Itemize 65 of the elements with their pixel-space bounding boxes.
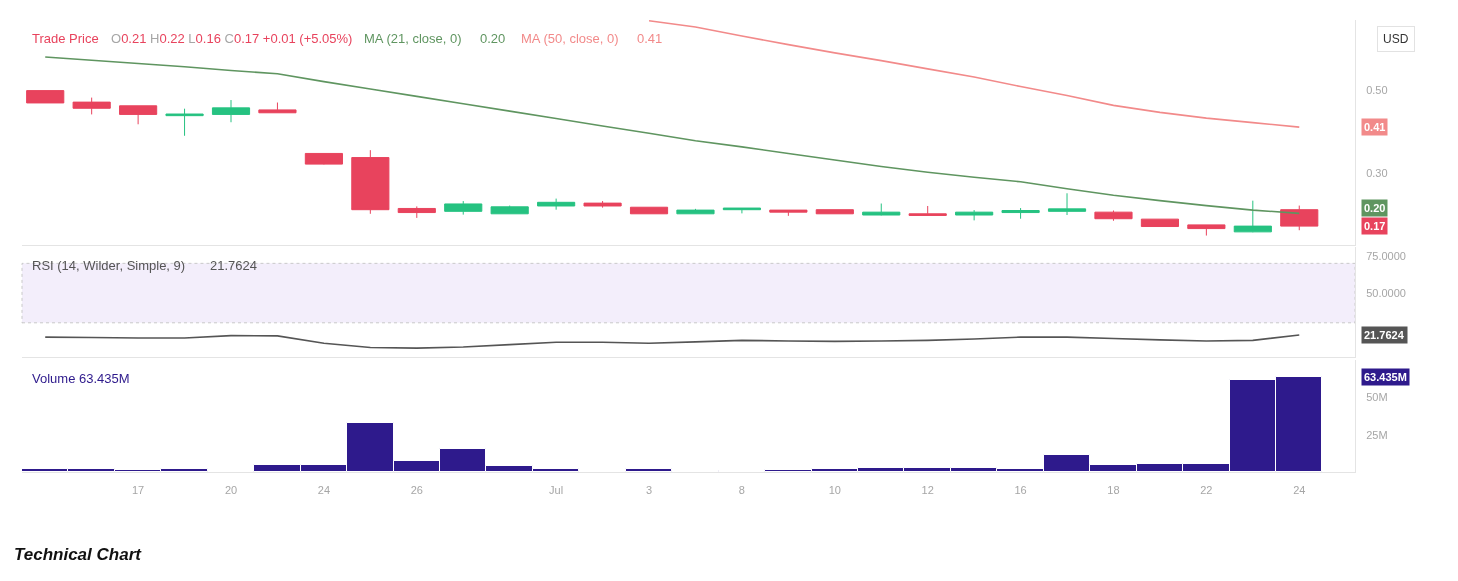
candlestick: [1280, 205, 1319, 231]
candlestick: [1233, 200, 1272, 233]
x-tick-label: 18: [1107, 484, 1120, 497]
text: MA (50, close, 0): [521, 31, 619, 46]
x-tick-label: 26: [410, 484, 423, 497]
candlestick: [862, 203, 901, 216]
text: 63.435M: [1364, 371, 1407, 383]
candlestick: [1094, 210, 1133, 222]
candlestick: [1047, 192, 1087, 216]
candlestick: [1187, 224, 1226, 237]
x-tick-label: 12: [921, 484, 934, 497]
candlestick: [955, 209, 994, 221]
candlestick: [537, 198, 576, 211]
x-tick-label: 22: [1200, 484, 1213, 497]
annotation: 0.41: [637, 31, 663, 46]
y-tick-label: 50M: [1366, 391, 1388, 404]
text: Volume: [32, 371, 76, 386]
candlestick: [769, 209, 808, 217]
y-tick-label: 25M: [1366, 428, 1388, 441]
x-tick-label: 20: [224, 484, 238, 497]
text: 0.20: [1364, 202, 1386, 214]
x-tick-label: 24: [317, 484, 331, 497]
candlestick: [397, 205, 436, 219]
candlestick: [490, 205, 529, 215]
x-tick-label: 3: [645, 484, 653, 497]
candlestick: [676, 208, 715, 215]
candlestick: [908, 205, 947, 216]
text: Technical Chart: [14, 545, 143, 564]
y-tick-label: 75.0000: [1366, 249, 1406, 262]
annotation: 21.7624: [210, 258, 257, 273]
candlestick: [1001, 207, 1040, 220]
x-tick-label: 10: [828, 484, 841, 497]
x-tick-label: 17: [131, 484, 145, 497]
x-tick-label: 16: [1014, 484, 1027, 497]
x-tick-label: 8: [738, 484, 745, 497]
annotation: 0.20: [480, 31, 506, 46]
candlestick: [1140, 218, 1180, 228]
annotation: 63.435M: [79, 371, 130, 386]
y-axis-title: USD: [1383, 32, 1409, 46]
candlestick: [26, 90, 65, 104]
text: 21.7624: [1364, 329, 1405, 341]
candlestick: [722, 207, 761, 214]
text: RSI (14, Wilder, Simple, 9): [32, 258, 186, 273]
text: Trade Price: [32, 31, 99, 46]
candlestick: [119, 105, 158, 125]
y-tick-label: 50.0000: [1366, 286, 1406, 299]
bar: [625, 468, 672, 472]
candlestick: [583, 200, 622, 209]
candlestick: [258, 102, 297, 114]
line-series: [44, 334, 1301, 349]
annotation: O0.21 H0.22 L0.16 C0.17 +0.01 (+5.05%): [111, 31, 353, 46]
candlestick: [72, 97, 111, 115]
text: MA (21, close, 0): [364, 31, 462, 46]
text: 0.17: [1364, 220, 1386, 232]
x-tick-label: Jul: [549, 484, 564, 497]
candlestick: [304, 152, 343, 166]
x-tick-label: 24: [1293, 484, 1306, 497]
y-tick-label: 0.30: [1366, 166, 1388, 179]
candlestick: [444, 200, 483, 216]
y-tick-label: 0.50: [1366, 84, 1388, 97]
text: 0.41: [1364, 121, 1386, 133]
candlestick: [211, 99, 251, 123]
candlestick: [351, 149, 390, 215]
line-series: [44, 56, 1301, 215]
candlestick: [165, 108, 204, 137]
